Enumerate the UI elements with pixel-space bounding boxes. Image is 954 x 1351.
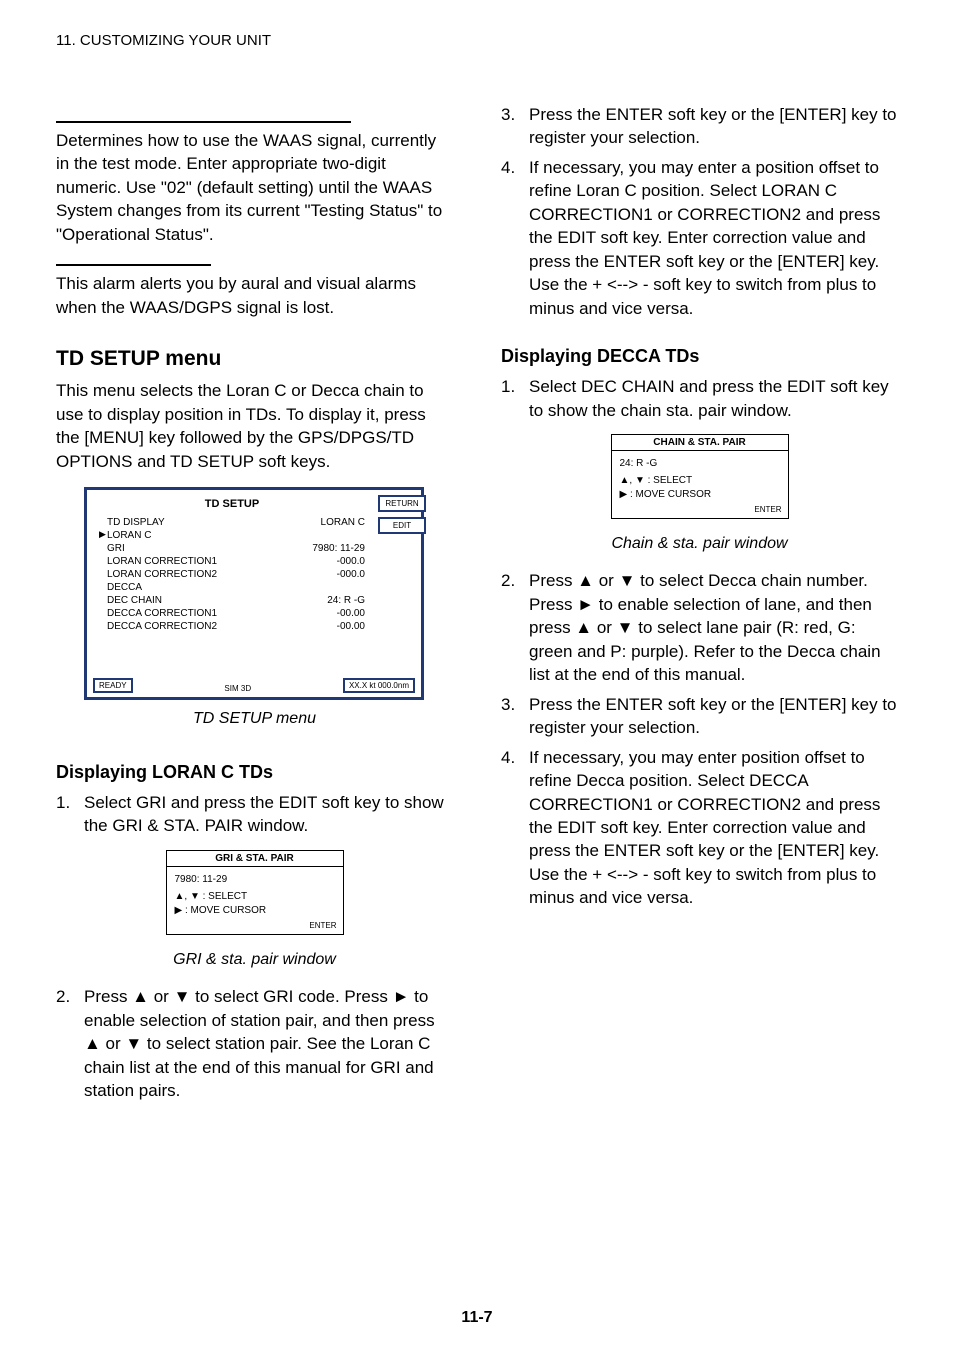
right-column: 3. Press the ENTER soft key or the [ENTE… (501, 103, 898, 1109)
td-setup-heading: TD SETUP menu (56, 347, 221, 371)
td-setup-menu: TD SETUP TD DISPLAYLORAN C▶LORAN CGRI798… (84, 487, 424, 700)
dec-box-title: CHAIN & STA. PAIR (612, 435, 788, 451)
menu-row: LORAN CORRECTION2-000.0 (93, 568, 371, 581)
enter-label: ENTER (167, 921, 343, 934)
softkeys: RETURN EDIT (378, 495, 426, 539)
gri-value: 7980: 11-29 (175, 873, 335, 887)
step-1-decca: 1. Select DEC CHAIN and press the EDIT s… (501, 375, 898, 422)
step-3: 3. Press the ENTER soft key or the [ENTE… (501, 103, 898, 150)
gri-box-title: GRI & STA. PAIR (167, 851, 343, 867)
menu-row: ▶LORAN C (93, 529, 371, 542)
dec-hint1: ▲, ▼ : SELECT (620, 474, 780, 488)
loran-c-heading: Displaying LORAN C TDs (56, 762, 273, 783)
step-3-decca: 3. Press the ENTER soft key or the [ENTE… (501, 693, 898, 740)
speed-badge: XX.X kt 000.0nm (343, 678, 415, 693)
menu-row: DECCA CORRECTION2-00.00 (93, 620, 371, 633)
dec-hint2: ▶ : MOVE CURSOR (620, 488, 780, 502)
menu-row: GRI7980: 11-29 (93, 542, 371, 555)
edit-softkey[interactable]: EDIT (378, 517, 426, 534)
step-2-decca: 2. Press ▲ or ▼ to select Decca chain nu… (501, 569, 898, 686)
ready-badge: READY (93, 678, 133, 693)
step-2: 2. Press ▲ or ▼ to select GRI code. Pres… (56, 985, 453, 1102)
sim-indicator: SIM 3D (224, 684, 251, 693)
menu-row: DEC CHAIN24: R -G (93, 594, 371, 607)
gri-hint2: ▶ : MOVE CURSOR (175, 904, 335, 918)
menu-row: DECCA (93, 581, 371, 594)
step-4: 4. If necessary, you may enter a positio… (501, 156, 898, 320)
section-divider (56, 264, 211, 266)
enter-label: ENTER (612, 505, 788, 518)
menu-row: LORAN CORRECTION1-000.0 (93, 555, 371, 568)
gri-hint1: ▲, ▼ : SELECT (175, 890, 335, 904)
dec-caption: Chain & sta. pair window (501, 535, 898, 553)
waas-search-text: Determines how to use the WAAS signal, c… (56, 129, 453, 246)
menu-row: DECCA CORRECTION1-00.00 (93, 607, 371, 620)
return-softkey[interactable]: RETURN (378, 495, 426, 512)
step-4-decca: 4. If necessary, you may enter position … (501, 746, 898, 910)
dgps-alarm-text: This alarm alerts you by aural and visua… (56, 272, 453, 319)
menu-row: TD DISPLAYLORAN C (93, 516, 371, 529)
page-header: 11. CUSTOMIZING YOUR UNIT (56, 32, 898, 49)
step-1: 1. Select GRI and press the EDIT soft ke… (56, 791, 453, 838)
menu-caption: TD SETUP menu (56, 710, 453, 728)
decca-heading: Displaying DECCA TDs (501, 346, 699, 367)
page-number: 11-7 (0, 1309, 954, 1327)
left-column: WAAS SEARCH Determines how to use the WA… (56, 103, 453, 1109)
menu-title: TD SETUP (93, 494, 371, 516)
dec-value: 24: R -G (620, 457, 780, 471)
section-divider (56, 121, 351, 123)
chain-sta-pair-window: CHAIN & STA. PAIR 24: R -G ▲, ▼ : SELECT… (611, 434, 789, 520)
gri-sta-pair-window: GRI & STA. PAIR 7980: 11-29 ▲, ▼ : SELEC… (166, 850, 344, 936)
gri-caption: GRI & sta. pair window (56, 951, 453, 969)
td-setup-text: This menu selects the Loran C or Decca c… (56, 379, 453, 473)
